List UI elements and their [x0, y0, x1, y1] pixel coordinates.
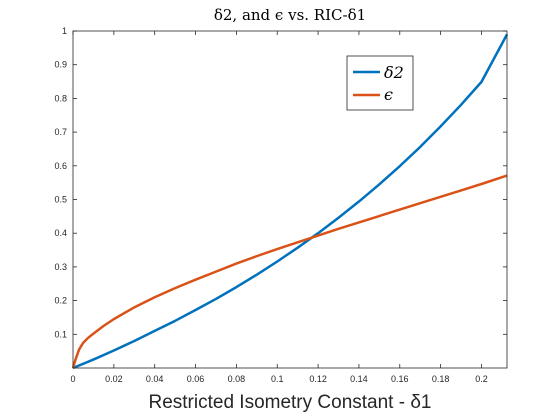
x-axis-label: Restricted Isometry Constant - δ1	[148, 392, 431, 413]
legend-box	[346, 55, 414, 111]
x-tick-label: 0.02	[105, 374, 123, 384]
legend-label-delta2: δ2	[384, 63, 404, 82]
axes-box	[72, 30, 508, 369]
x-tick-label: 0.14	[350, 374, 368, 384]
y-tick-label: 0.9	[54, 60, 67, 70]
chart-title: δ2, and ϵ vs. RIC-δ1	[214, 6, 366, 24]
y-tick-label: 0.5	[54, 195, 67, 205]
legend-label-epsilon: ϵ	[384, 85, 393, 104]
y-tick-label: 0.1	[54, 329, 67, 339]
x-tick-label: 0.06	[187, 374, 205, 384]
plot-area	[73, 31, 507, 368]
y-tick-label: 1	[62, 26, 67, 36]
legend: δ2 ϵ	[346, 55, 414, 111]
series-line-epsilon	[71, 174, 508, 369]
x-tick-label: 0.1	[271, 374, 284, 384]
x-tick-label: 0.04	[146, 374, 164, 384]
y-tick-label: 0.8	[54, 93, 67, 103]
y-tick-label: 0.4	[54, 228, 67, 238]
x-tick-label: 0.08	[228, 374, 246, 384]
x-tick-label: 0.16	[391, 374, 409, 384]
series-line-delta2	[72, 33, 509, 370]
axis-ticks: 0 0.02 0.04 0.06 0.08 0.1 0.12 0.14 0.16 0.18 0.2 0…	[54, 26, 507, 384]
x-tick-label: 0	[70, 374, 75, 384]
y-tick-label: 0.3	[54, 262, 67, 272]
y-tick-label: 0.6	[54, 161, 67, 171]
y-tick-label: 0.2	[54, 296, 67, 306]
x-tick-label: 0.12	[309, 374, 327, 384]
series-lines	[71, 33, 509, 370]
x-tick-label: 0.18	[432, 374, 450, 384]
y-tick-label: 0.7	[54, 127, 67, 137]
title-main: δ2, and ϵ vs. RIC-δ1	[214, 6, 366, 24]
x-tick-label: 0.2	[475, 374, 488, 384]
